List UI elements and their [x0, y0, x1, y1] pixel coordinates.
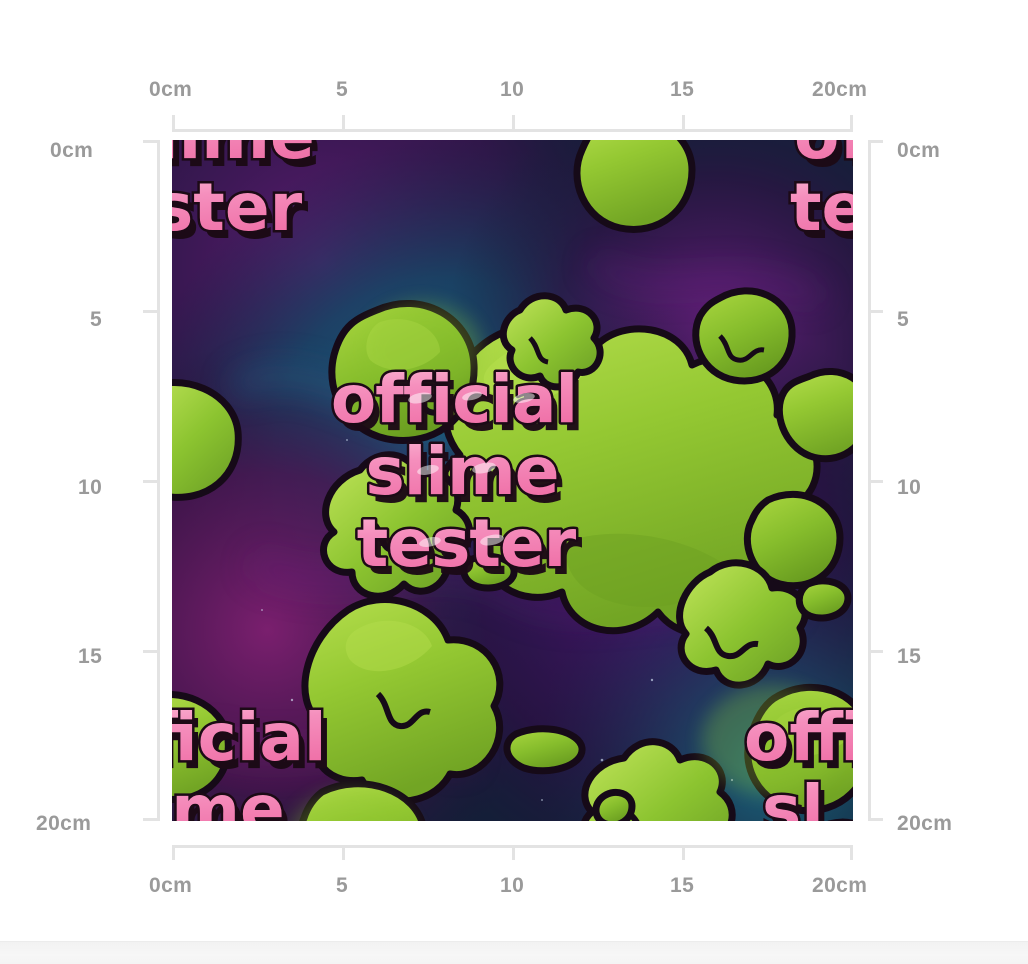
ruler-top-bar: [172, 129, 853, 132]
ruler-bottom-tick-15: [682, 845, 685, 860]
ruler-left-label-10: 10: [78, 476, 103, 499]
ruler-top: [172, 112, 853, 132]
ruler-left: [140, 140, 160, 821]
ruler-top-label-15: 15: [670, 78, 695, 101]
svg-text:te: te: [796, 177, 853, 254]
ruler-bottom-tick-5: [342, 845, 345, 860]
svg-text:offi: offi: [750, 707, 853, 784]
ruler-right-label-15: 15: [897, 645, 922, 668]
ruler-top-tick-20: [850, 115, 853, 130]
ruler-top-label-20: 20cm: [812, 78, 868, 101]
ruler-right-label-10: 10: [897, 476, 922, 499]
ruler-bottom-label-0: 0cm: [149, 874, 193, 897]
svg-text:ster: ster: [172, 177, 309, 254]
ruler-top-tick-10: [512, 115, 515, 130]
ruler-left-label-5: 5: [90, 308, 103, 331]
footer-strip: [0, 941, 1028, 964]
ruler-right-tick-0: [868, 140, 883, 143]
ruler-bottom: [172, 845, 853, 865]
svg-text:offi: offi: [794, 140, 853, 174]
svg-text:slime: slime: [365, 433, 558, 510]
svg-text:official: official: [331, 361, 577, 438]
ruler-bottom-label-5: 5: [336, 874, 349, 897]
ruler-bottom-tick-0: [172, 845, 175, 860]
ruler-right-label-20: 20cm: [897, 812, 953, 835]
ruler-right-label-5: 5: [897, 308, 910, 331]
ruler-right-tick-5: [868, 310, 883, 313]
ruler-bottom-label-15: 15: [670, 874, 695, 897]
svg-text:official: official: [337, 369, 583, 446]
artwork-text-top-left: lime lime ster ster: [172, 140, 321, 254]
ruler-left-tick-15: [143, 650, 158, 653]
ruler-left-label-0: 0cm: [50, 139, 94, 162]
ruler-left-tick-0: [143, 140, 158, 143]
svg-text:ster: ster: [172, 169, 303, 246]
ruler-left-bar: [157, 140, 160, 821]
ruler-left-label-20: 20cm: [36, 812, 92, 835]
ruler-right-label-0: 0cm: [897, 139, 941, 162]
svg-text:offi: offi: [744, 699, 853, 776]
svg-text:fficial: fficial: [172, 699, 327, 776]
ruler-top-tick-5: [342, 115, 345, 130]
slime-pattern-svg: official slime tester official slime tes…: [172, 140, 853, 821]
ruler-left-label-15: 15: [78, 645, 103, 668]
ruler-bottom-label-20: 20cm: [812, 874, 868, 897]
ruler-top-label-10: 10: [500, 78, 525, 101]
ruler-top-tick-0: [172, 115, 175, 130]
svg-text:lime: lime: [172, 771, 285, 821]
artwork-text-bottom-left: fficial fficial lime lime: [172, 697, 333, 822]
ruler-right: [868, 140, 888, 821]
svg-text:lime: lime: [172, 779, 291, 821]
ruler-right-tick-10: [868, 480, 883, 483]
ruler-left-tick-5: [143, 310, 158, 313]
ruler-bottom-tick-10: [512, 845, 515, 860]
ruler-left-tick-20: [143, 818, 158, 821]
svg-text:fficial: fficial: [172, 707, 333, 784]
svg-text:slime: slime: [371, 441, 564, 518]
svg-text:lime: lime: [172, 140, 315, 174]
svg-text:sl: sl: [762, 771, 824, 821]
svg-text:sl: sl: [768, 779, 830, 821]
ruler-bottom-tick-20: [850, 845, 853, 860]
ruler-top-tick-15: [682, 115, 685, 130]
svg-text:tester: tester: [357, 505, 577, 582]
ruler-bottom-label-10: 10: [500, 874, 525, 897]
svg-text:lime: lime: [172, 140, 321, 182]
ruler-left-tick-10: [143, 480, 158, 483]
ruler-top-label-5: 5: [336, 78, 349, 101]
artwork-center-text: official slime tester official slime tes…: [328, 359, 584, 591]
svg-text:tester: tester: [363, 513, 583, 590]
artwork-text-top-right: offi offi te te: [788, 140, 854, 254]
svg-text:te: te: [790, 169, 853, 246]
pattern-artwork-canvas[interactable]: official slime tester official slime tes…: [172, 140, 853, 821]
ruler-right-tick-15: [868, 650, 883, 653]
ruler-top-label-0: 0cm: [149, 78, 193, 101]
artwork-text-bottom-right: offi offi sl sl: [742, 697, 854, 822]
svg-text:offi: offi: [800, 140, 853, 182]
ruler-right-tick-20: [868, 818, 883, 821]
